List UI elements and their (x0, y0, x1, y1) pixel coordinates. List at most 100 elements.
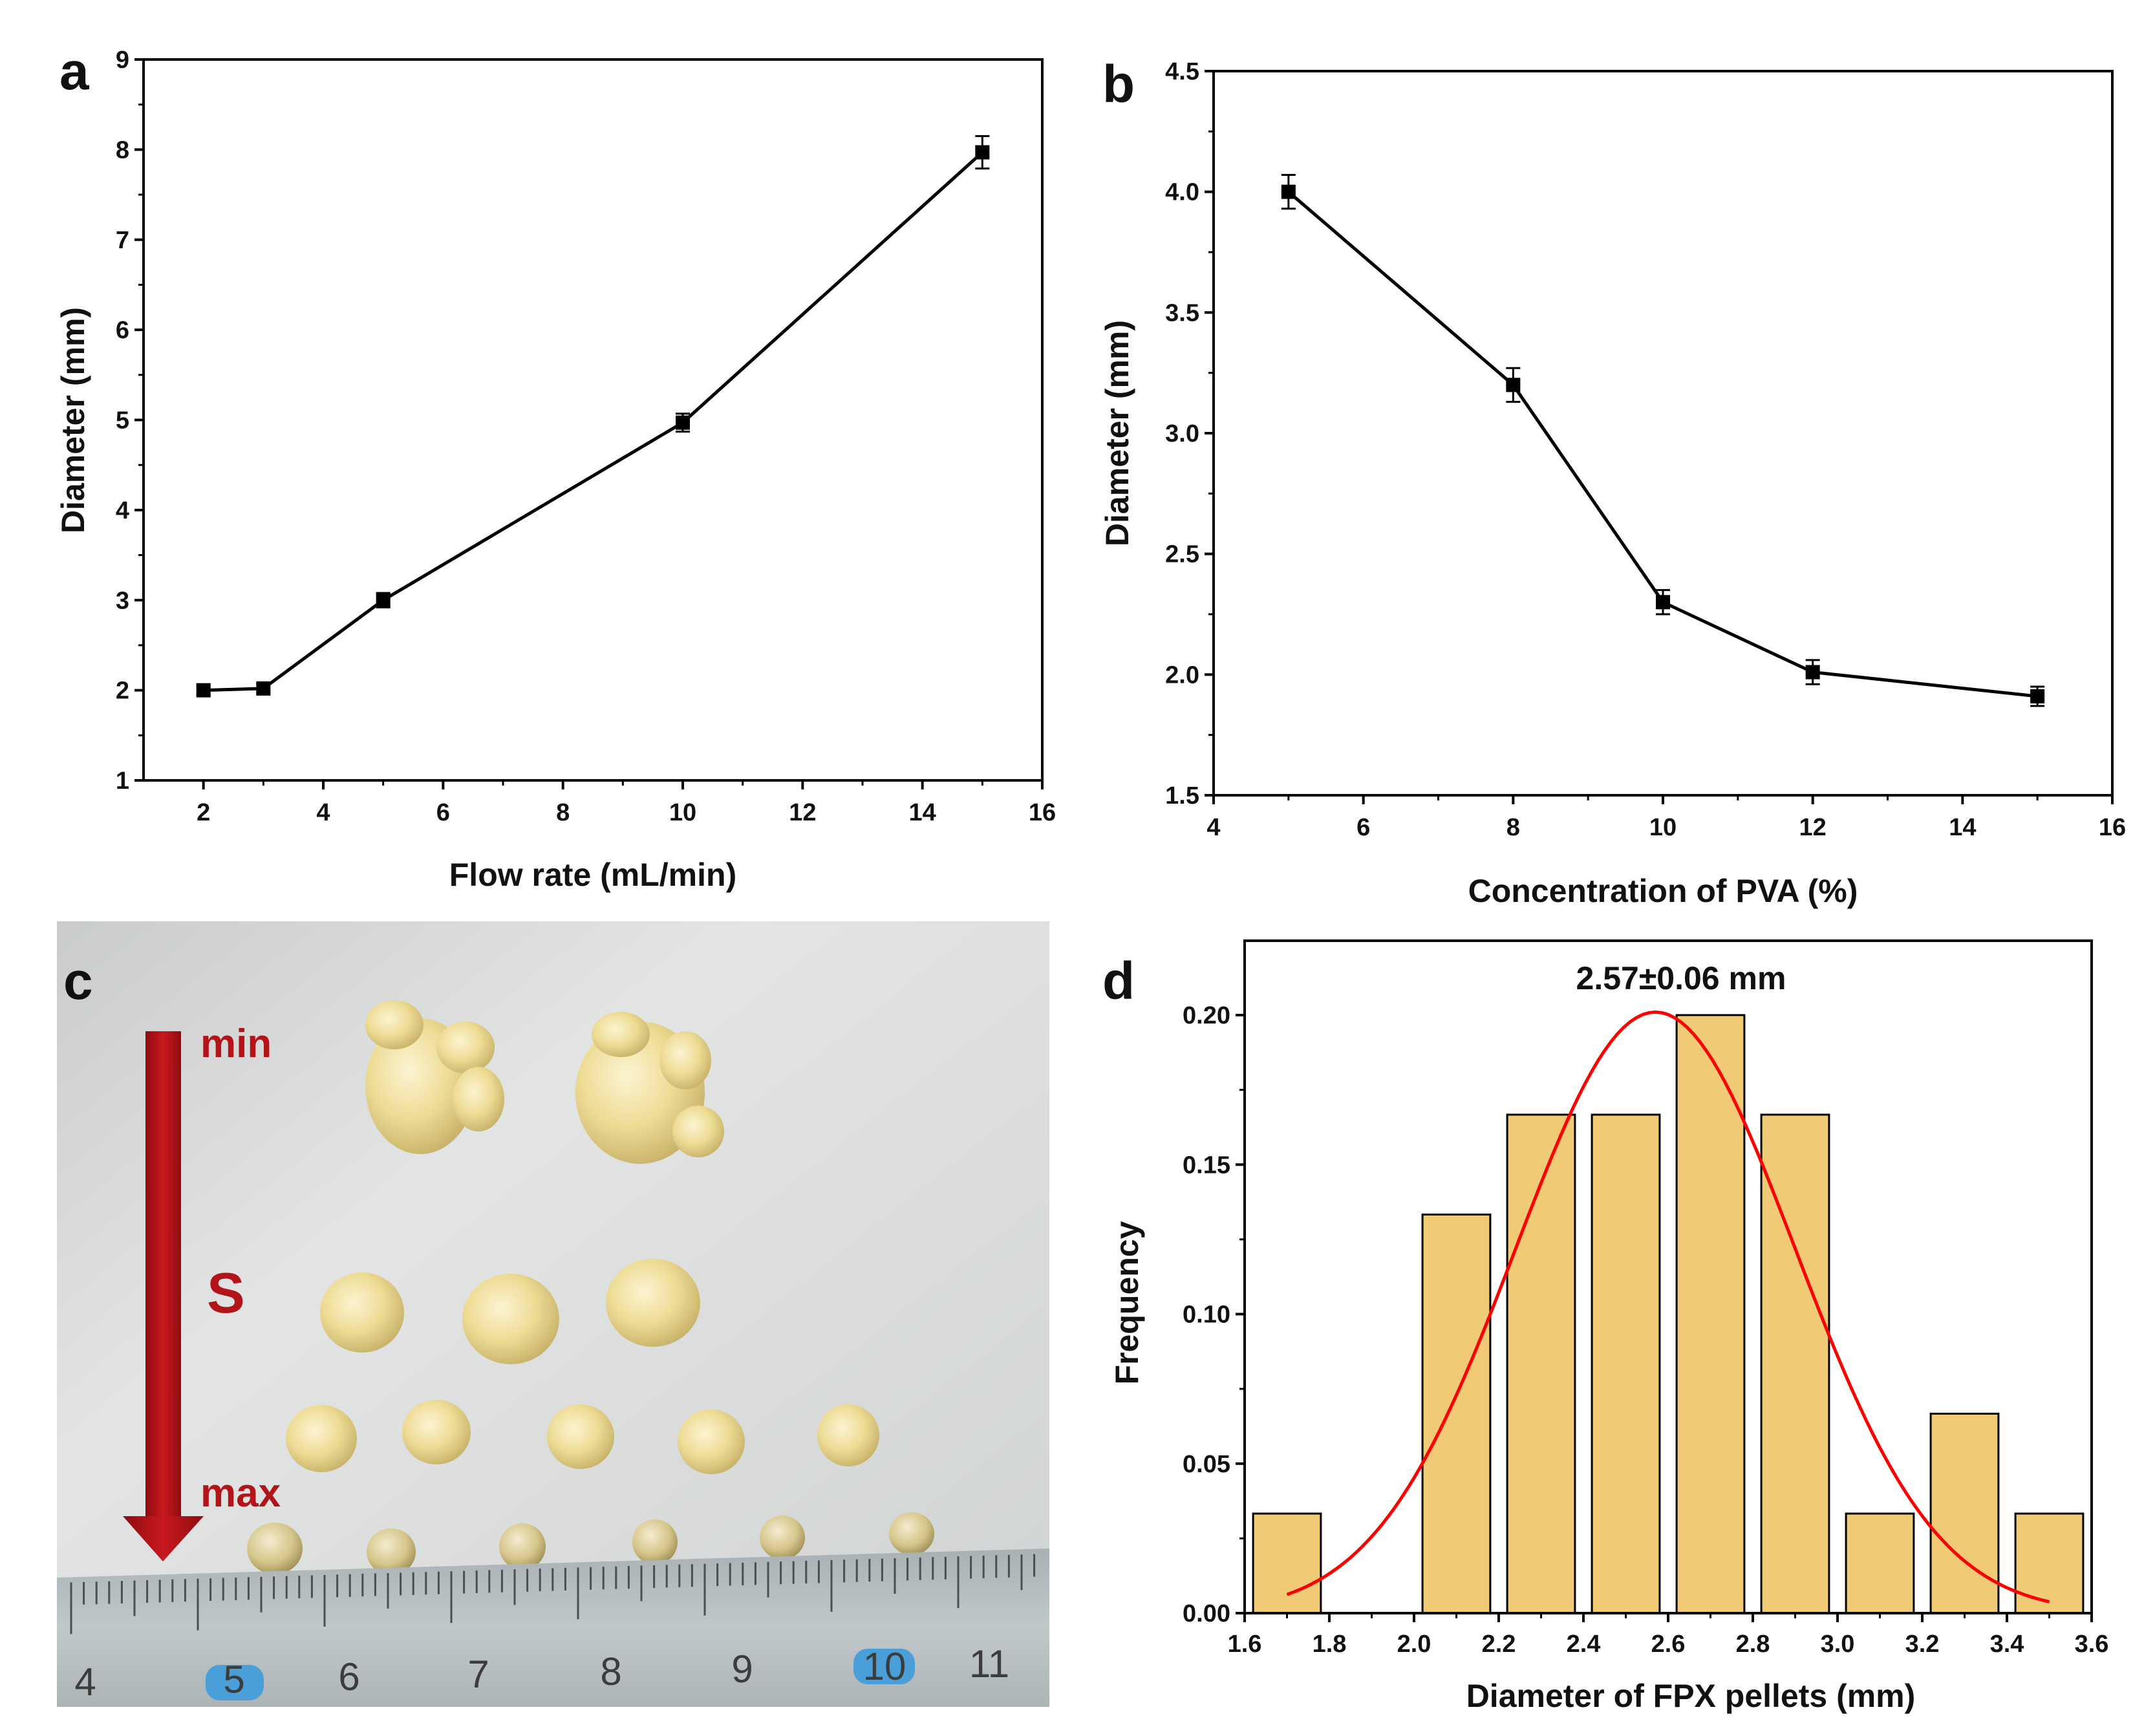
y-tick-label: 8 (116, 136, 129, 164)
ruler-number: 6 (338, 1655, 359, 1698)
panel-d-bars (1252, 1014, 2085, 1614)
size-arrow (123, 1031, 204, 1561)
ruler-highlight-5 (206, 1665, 264, 1700)
y-tick-label: 3 (116, 587, 129, 614)
pellet (606, 1259, 700, 1347)
pellet (402, 1400, 471, 1464)
panel-d-x-label: Diameter of FPX pellets (mm) (1466, 1678, 1916, 1714)
pellet-irregular-2 (575, 1012, 724, 1164)
x-tick-label: 3.6 (2075, 1631, 2109, 1658)
y-tick-label: 9 (116, 47, 129, 74)
panel-b-letter: b (1102, 55, 1135, 114)
x-tick-label: 10 (669, 799, 696, 826)
data-point (975, 145, 990, 160)
panel-a-plot-frame (142, 58, 1044, 782)
panel-c-letter: c (63, 952, 93, 1011)
panel-b-plot-frame (1212, 70, 2114, 797)
panel-d-fit-curve (1286, 1010, 2050, 1603)
x-tick-label: 14 (909, 799, 936, 826)
x-tick-label: 2.2 (1482, 1631, 1516, 1658)
panel-d-y-axis: 0.00 0.05 0.10 0.15 0.20 (1183, 1002, 1245, 1627)
data-point (1281, 184, 1296, 199)
ruler: 4 5 6 7 8 9 10 11 (57, 1548, 1049, 1707)
y-tick-label: 1.5 (1165, 782, 1199, 809)
histogram-bar (1421, 1213, 1492, 1614)
x-tick-label: 6 (436, 799, 450, 826)
data-point (676, 415, 690, 430)
ruler-number: 5 (223, 1658, 244, 1701)
x-tick-label: 6 (1356, 814, 1370, 841)
data-point (1656, 595, 1670, 610)
panel-d-letter: d (1102, 952, 1135, 1011)
x-tick-label: 2 (197, 799, 210, 826)
ruler-number: 7 (467, 1653, 489, 1696)
arrow-label-min: min (200, 1022, 272, 1066)
y-tick-label: 3.0 (1165, 420, 1199, 447)
x-tick-label: 12 (789, 799, 816, 826)
y-tick-label: 4.0 (1165, 179, 1199, 206)
x-tick-label: 3.0 (1821, 1631, 1855, 1658)
ruler-numbers: 4 5 6 7 8 9 10 11 (74, 1642, 1009, 1704)
pellet-row-small (286, 1400, 879, 1474)
histogram-bar (1929, 1413, 2000, 1614)
histogram-bar (1591, 1113, 1661, 1614)
pellet (547, 1404, 614, 1469)
panel-a-y-label: Diameter (mm) (55, 307, 91, 533)
pellet-row-tiny (247, 1512, 934, 1575)
data-point (1506, 378, 1521, 392)
ruler-number: 4 (74, 1660, 96, 1704)
histogram-bar (1760, 1113, 1830, 1614)
ruler-number: 10 (863, 1645, 906, 1688)
panel-c-pellet-photo: c min S max (57, 921, 1049, 1707)
arrow-label-max: max (200, 1471, 281, 1516)
y-tick-label: 0.10 (1183, 1302, 1230, 1329)
y-tick-label: 7 (116, 227, 129, 254)
data-point (2030, 689, 2045, 703)
panel-d-histogram: d 1.6 1.8 2.0 2.2 2.4 2.6 2.8 3.0 3.2 3.4 3.6 0.00… (1102, 939, 2109, 1714)
pellet (286, 1405, 357, 1472)
y-tick-label: 0.05 (1183, 1451, 1230, 1478)
panel-b-x-axis: 4 6 8 10 12 14 16 (1206, 795, 2126, 841)
histogram-bar (1845, 1512, 1915, 1614)
panel-a-x-label: Flow rate (mL/min) (449, 857, 736, 893)
y-tick-label: 4.5 (1165, 58, 1199, 85)
histogram-bar (1506, 1113, 1576, 1614)
pellet (320, 1272, 404, 1353)
x-tick-label: 1.8 (1313, 1631, 1347, 1658)
pellet (817, 1404, 879, 1466)
x-tick-label: 2.6 (1651, 1631, 1686, 1658)
y-tick-label: 0.00 (1183, 1600, 1230, 1627)
pellet (462, 1274, 559, 1364)
series-line (203, 151, 984, 692)
y-tick-label: 0.20 (1183, 1002, 1230, 1029)
ruler-highlight-10 (853, 1649, 915, 1684)
panel-a-letter: a (59, 42, 90, 101)
panel-b-x-label: Concentration of PVA (%) (1468, 873, 1858, 909)
x-tick-label: 3.4 (1990, 1631, 2024, 1658)
histogram-bar (2014, 1512, 2085, 1614)
x-tick-label: 10 (1649, 814, 1677, 841)
pellet (367, 1528, 416, 1575)
y-tick-label: 4 (116, 497, 129, 524)
panel-b-y-axis: 1.5 2.0 2.5 3.0 3.5 4.0 4.5 (1165, 58, 1214, 809)
panel-b-pva-chart: b 4 6 8 10 12 14 16 1.5 2.0 2.5 3.0 3.5 4.0 4.5 Conc… (1099, 55, 2126, 909)
x-tick-label: 2.4 (1567, 1631, 1601, 1658)
panel-b-y-label: Diameter (mm) (1099, 320, 1135, 546)
series-line (1287, 190, 2038, 698)
x-tick-label: 4 (1206, 814, 1220, 841)
pellet (499, 1523, 546, 1570)
panel-a-y-axis: 1 2 3 4 5 6 7 8 9 (116, 47, 144, 795)
arrow-shaft (145, 1031, 181, 1516)
ruler-number: 11 (969, 1642, 1009, 1686)
x-tick-label: 4 (316, 799, 330, 826)
data-point (196, 683, 211, 698)
ruler-ticks (70, 1554, 1036, 1634)
pellet (889, 1512, 934, 1555)
gaussian-fit-line (1286, 1010, 2050, 1603)
histogram-bar (1252, 1512, 1322, 1614)
panel-d-y-label: Frequency (1109, 1221, 1145, 1384)
y-tick-label: 2 (116, 678, 129, 705)
arrow-label-s: S (207, 1261, 245, 1325)
